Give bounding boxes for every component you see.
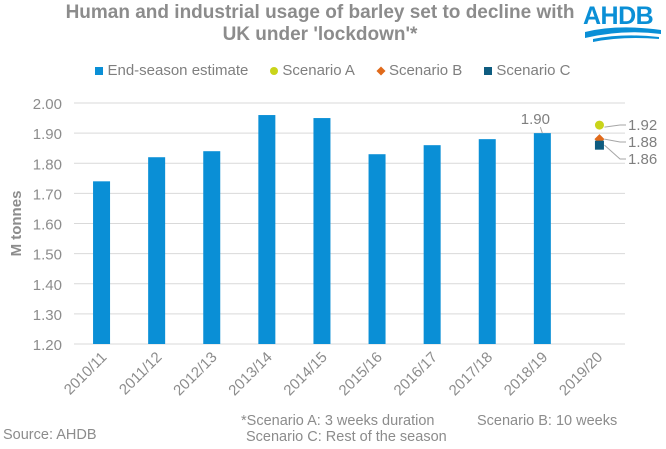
y-tick-label: 1.50: [33, 247, 62, 264]
bar-2013-14: [258, 115, 276, 344]
source-note: Source: AHDB: [3, 427, 97, 443]
marker-scenario-c: [594, 140, 604, 150]
y-tick-label: 2.00: [33, 96, 62, 113]
y-tick-label: 1.30: [33, 307, 62, 324]
y-tick-label: 1.40: [33, 277, 62, 294]
logo-text: AHDB: [583, 2, 654, 30]
chart-title: Human and industrial usage of barley set…: [60, 2, 580, 46]
x-tick-label: 2016/17: [391, 349, 441, 399]
bar-2014-15: [313, 118, 331, 344]
scenario-c-note: Scenario C: Rest of the season: [246, 429, 447, 445]
x-tick-label: 2011/12: [116, 349, 166, 399]
bar-2012-13: [203, 151, 221, 344]
legend-label: Scenario B: [388, 62, 463, 79]
data-label-leader: [539, 126, 543, 134]
bar-2010-11: [93, 181, 111, 344]
x-tick-label: 2014/15: [280, 349, 330, 399]
x-tick-label: 2015/16: [336, 349, 386, 399]
marker-leader-line: [604, 144, 626, 160]
legend-swatch-scenario-c: [484, 66, 493, 75]
x-tick-label: 2010/11: [61, 349, 111, 399]
bar-2011-12: [148, 157, 166, 344]
legend-swatch-scenario-a: [270, 66, 279, 75]
legend-label: Scenario A: [282, 62, 355, 79]
chart-title-line-2: UK under 'lockdown'*: [222, 24, 418, 45]
scenario-b-note: Scenario B: 10 weeks: [477, 413, 618, 429]
y-tick-label: 1.80: [33, 156, 62, 173]
legend: End-season estimate Scenario A Scenario …: [0, 62, 666, 79]
legend-label: End-season estimate: [107, 62, 249, 79]
legend-item-end-season: End-season estimate: [95, 62, 248, 79]
data-label-scenario-a: 1.92: [628, 117, 657, 134]
data-label-scenario-b: 1.88: [628, 134, 657, 151]
legend-label: Scenario C: [496, 62, 571, 79]
marker-leader-line: [604, 138, 626, 143]
x-tick-label: 2017/18: [446, 349, 496, 399]
legend-item-scenario-c: Scenario C: [484, 62, 571, 79]
data-label-scenario-c: 1.86: [628, 151, 657, 168]
chart-title-line-1: Human and industrial usage of barley set…: [65, 2, 575, 23]
bar-2015-16: [368, 154, 386, 344]
logo-wave-icon: [585, 27, 661, 42]
legend-swatch-end-season: [95, 66, 104, 75]
bar-2017-18: [478, 139, 496, 344]
x-tick-label: 2013/14: [225, 349, 275, 399]
legend-item-scenario-a: Scenario A: [270, 62, 355, 79]
x-tick-label: 2019/20: [556, 349, 606, 399]
marker-scenario-a: [594, 120, 604, 130]
ahdb-logo: AHDB: [583, 2, 663, 42]
y-tick-label: 1.20: [33, 337, 62, 354]
bar-2018-19: [533, 133, 551, 344]
x-tick-label: 2018/19: [501, 349, 551, 399]
y-tick-label: 1.70: [33, 186, 62, 203]
data-label-2018-19: 1.90: [521, 111, 550, 128]
y-axis-title: M tonnes: [8, 191, 25, 257]
y-tick-label: 1.90: [33, 126, 62, 143]
bar-2016-17: [423, 145, 441, 344]
x-tick-label: 2012/13: [170, 349, 220, 399]
legend-item-scenario-b: Scenario B: [376, 62, 463, 79]
y-tick-label: 1.60: [33, 217, 62, 234]
marker-leader-line: [604, 124, 626, 128]
scenario-a-note: *Scenario A: 3 weeks duration: [241, 413, 435, 429]
